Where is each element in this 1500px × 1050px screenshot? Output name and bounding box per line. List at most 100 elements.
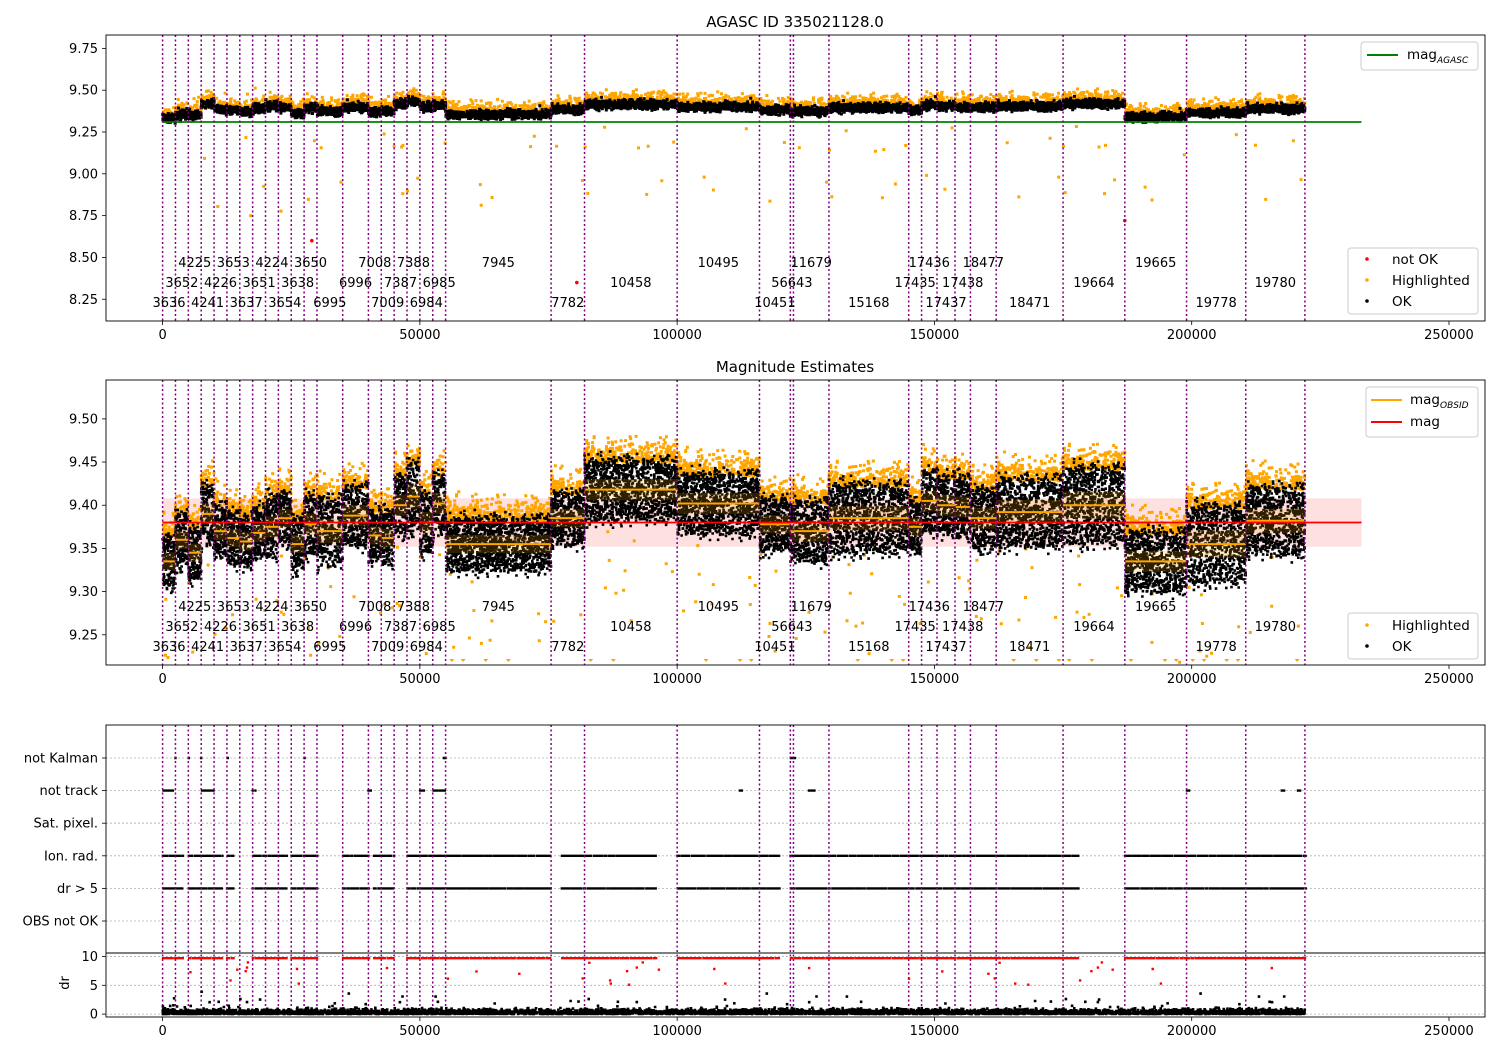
obsid-label: 7008: [358, 256, 391, 271]
legend-status: Highlighted OK: [1347, 612, 1479, 660]
obsid-label: 6996: [339, 620, 372, 635]
obsid-label: 3653: [217, 256, 250, 271]
x-tick-label: 200000: [1167, 672, 1217, 687]
obsid-label: 17435: [894, 620, 935, 635]
y-tick-label: 9.50: [69, 412, 98, 427]
y-tick-label: 9.45: [69, 456, 98, 471]
dr-ok-points: [161, 990, 1307, 1016]
y-tick-label: 9.00: [69, 167, 98, 182]
flag-row-label: Sat. pixel.: [34, 817, 98, 832]
y-tick-label: 9.35: [69, 542, 98, 557]
x-tick-label: 0: [158, 328, 166, 343]
y-tick-label: 8.50: [69, 251, 98, 266]
obsid-label: 3637: [230, 640, 263, 655]
obsid-label: 3654: [268, 640, 301, 655]
obsid-label: 3652: [165, 276, 198, 291]
obsid-label: 3637: [230, 296, 263, 311]
legend-point-swatch: [1365, 257, 1369, 261]
obsid-label: 56643: [771, 620, 812, 635]
obsid-label: 6996: [339, 276, 372, 291]
x-tick-label: 0: [158, 1024, 166, 1039]
not-ok-point: [310, 238, 314, 243]
dr-not-ok-points: [189, 961, 1273, 986]
obsid-label: 19665: [1135, 256, 1176, 271]
obsid-label: 19665: [1135, 600, 1176, 615]
obsid-label: 19780: [1255, 276, 1296, 291]
x-tick-label: 50000: [399, 1024, 440, 1039]
obsid-label: 3636: [152, 296, 185, 311]
obsid-label: 7387: [384, 276, 417, 291]
obsid-label: 4225: [178, 600, 211, 615]
legend-label: not OK: [1392, 252, 1439, 268]
legend-label: OK: [1392, 294, 1413, 310]
obsid-label: 6995: [313, 640, 346, 655]
legend-agasc: magAGASC: [1360, 41, 1479, 71]
obsid-label: 11679: [791, 256, 832, 271]
obsid-label: 3651: [243, 276, 276, 291]
flag-row-label: not track: [39, 784, 98, 799]
x-tick-label: 150000: [910, 328, 960, 343]
flag-row-label: Ion. rad.: [44, 849, 98, 864]
obsid-label: 10451: [754, 296, 795, 311]
obsid-label: 10458: [610, 276, 651, 291]
obsid-label: 7387: [384, 620, 417, 635]
x-tick-label: 100000: [652, 328, 702, 343]
y-tick-label: 9.50: [69, 84, 98, 99]
panel1-plot-area: [161, 86, 1362, 285]
legend-label: mag: [1410, 414, 1440, 430]
panel4-plot-area: [106, 956, 1485, 1016]
legend-point-swatch: [1365, 278, 1369, 282]
x-tick-label: 0: [158, 672, 166, 687]
panel1-frame: [105, 34, 1486, 322]
obsid-label: 17437: [925, 296, 966, 311]
flag-row-label: OBS not OK: [23, 915, 99, 930]
x-tick-label: 250000: [1424, 1024, 1474, 1039]
legend-label: Highlighted: [1392, 618, 1470, 634]
obsid-label: 4241: [191, 640, 224, 655]
y-tick-label: 9.40: [69, 499, 98, 514]
obsid-label: 7945: [482, 256, 515, 271]
obsid-label: 6984: [410, 296, 443, 311]
x-tick-label: 150000: [910, 1024, 960, 1039]
obsid-label: 7782: [551, 640, 584, 655]
flag-row-label: dr > 5: [57, 882, 98, 897]
y-tick-label: 8.75: [69, 209, 98, 224]
x-tick-label: 250000: [1424, 672, 1474, 687]
x-tick-label: 200000: [1167, 1024, 1217, 1039]
magnitude-estimates-panel: 3636 3652 4225 4241 4226 3653 3637 3651 4224 3654…: [69, 379, 1486, 687]
x-tick-label: 100000: [652, 672, 702, 687]
obsid-label: 3651: [243, 620, 276, 635]
obsid-label: 3654: [268, 296, 301, 311]
obsid-label: 3636: [152, 640, 185, 655]
obsid-label: 18477: [963, 600, 1004, 615]
obsid-label: 17435: [894, 276, 935, 291]
x-tick-label: 50000: [399, 672, 440, 687]
y-tick-label: 5: [90, 979, 98, 994]
y-tick-label: 9.30: [69, 585, 98, 600]
obsid-label: 7945: [482, 600, 515, 615]
x-tick-label: 200000: [1167, 328, 1217, 343]
obsid-label: 19664: [1073, 276, 1114, 291]
obsid-label: 17438: [942, 276, 983, 291]
obsid-label: 19778: [1195, 296, 1236, 311]
obsid-label: 3650: [294, 256, 327, 271]
obsid-label: 7388: [397, 600, 430, 615]
y-tick-label: 9.75: [69, 42, 98, 57]
obsid-label: 15168: [848, 640, 889, 655]
dr-axis-label: dr: [58, 976, 73, 990]
obsid-label: 3650: [294, 600, 327, 615]
x-tick-label: 150000: [910, 672, 960, 687]
legend-box: [1347, 247, 1479, 315]
legend-label: OK: [1392, 639, 1413, 655]
obsid-label: 19778: [1195, 640, 1236, 655]
ok-points: [161, 94, 1307, 125]
flag-row-label: not Kalman: [24, 752, 98, 767]
obsid-label: 6985: [423, 620, 456, 635]
obsid-label: 10451: [754, 640, 795, 655]
not-ok-point: [575, 280, 579, 285]
legend-label: Highlighted: [1392, 273, 1470, 289]
y-tick-label: 10: [81, 950, 98, 965]
flags-panel: not Kalman not track Sat. pixel. Ion. rad. d…: [23, 724, 1486, 1018]
panel1-title: AGASC ID 335021128.0: [706, 13, 884, 31]
